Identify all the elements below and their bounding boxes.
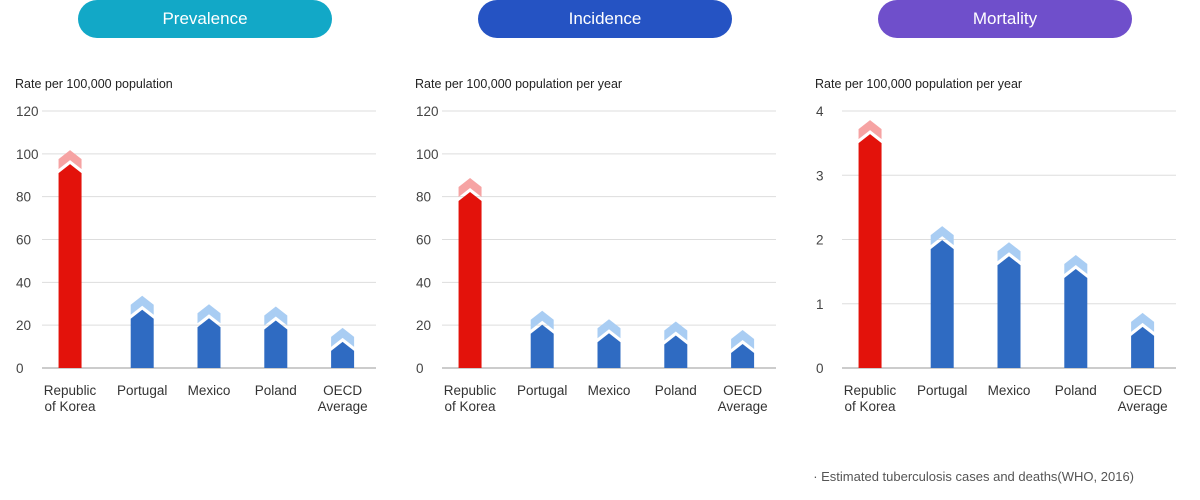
bar-republic-of-korea (458, 177, 482, 368)
x-category-label: of Korea (45, 399, 97, 414)
x-category-label: Average (1118, 399, 1168, 414)
mortality-unit-label: Rate per 100,000 population per year (815, 77, 1023, 91)
bar-oecd-average (731, 330, 755, 368)
bar-portugal (530, 310, 554, 368)
y-tick-label: 100 (416, 147, 439, 162)
x-category-label: OECD (323, 383, 362, 398)
y-tick-label: 40 (416, 275, 431, 290)
y-tick-label: 120 (416, 104, 439, 119)
x-category-label: Average (718, 399, 768, 414)
y-tick-label: 100 (16, 147, 39, 162)
y-tick-label: 20 (16, 318, 31, 333)
bar-poland (264, 306, 288, 368)
bar-cap (264, 306, 288, 326)
x-category-label: Republic (844, 383, 897, 398)
y-tick-label: 2 (816, 233, 824, 248)
bar-cap (858, 120, 882, 140)
y-tick-label: 60 (416, 233, 431, 248)
bar-body (731, 344, 755, 368)
bar-mexico (597, 319, 621, 368)
bar-body (997, 256, 1021, 368)
mortality-panel: Mortality Rate per 100,000 population pe… (800, 0, 1200, 440)
x-category-label: of Korea (845, 399, 897, 414)
bar-body (597, 333, 621, 368)
x-category-label: Poland (655, 383, 697, 398)
mortality-title-pill: Mortality (878, 0, 1132, 38)
bar-cap (731, 330, 755, 350)
bar-body (264, 320, 288, 368)
y-tick-label: 4 (816, 104, 824, 119)
bar-body (1131, 326, 1155, 368)
x-category-label: Portugal (917, 383, 967, 398)
bar-cap (997, 242, 1021, 262)
bar-oecd-average (331, 327, 355, 368)
y-tick-label: 3 (816, 168, 824, 183)
y-tick-label: 0 (16, 361, 24, 376)
x-category-label: of Korea (445, 399, 497, 414)
y-tick-label: 40 (16, 275, 31, 290)
x-category-label: OECD (1123, 383, 1162, 398)
bar-cap (458, 177, 482, 197)
bar-body (458, 191, 482, 368)
prevalence-unit-label: Rate per 100,000 population (15, 77, 173, 91)
bar-portugal (130, 295, 154, 368)
bar-cap (58, 150, 82, 170)
x-category-label: Poland (1055, 383, 1097, 398)
bar-cap (1131, 312, 1155, 332)
bar-body (197, 318, 221, 368)
bar-republic-of-korea (858, 120, 882, 368)
y-tick-label: 120 (16, 104, 39, 119)
bar-body (1064, 269, 1088, 368)
bar-mexico (197, 304, 221, 368)
y-tick-label: 60 (16, 233, 31, 248)
bar-body (930, 240, 954, 368)
x-category-label: Portugal (117, 383, 167, 398)
bar-republic-of-korea (58, 150, 82, 368)
bar-body (130, 309, 154, 368)
incidence-title-pill: Incidence (478, 0, 732, 38)
x-category-label: Average (318, 399, 368, 414)
x-category-label: OECD (723, 383, 762, 398)
x-category-label: Republic (444, 383, 497, 398)
bar-cap (331, 327, 355, 347)
bar-cap (130, 295, 154, 315)
incidence-unit-label: Rate per 100,000 population per year (415, 77, 623, 91)
bar-body (58, 164, 82, 368)
x-category-label: Mexico (588, 383, 631, 398)
x-category-label: Mexico (988, 383, 1031, 398)
bar-body (664, 335, 688, 368)
y-tick-label: 20 (416, 318, 431, 333)
bar-body (530, 324, 554, 368)
bar-poland (664, 321, 688, 368)
bar-cap (597, 319, 621, 339)
x-category-label: Republic (44, 383, 97, 398)
prevalence-panel: Prevalence Rate per 100,000 population 0… (0, 0, 400, 440)
y-tick-label: 80 (16, 190, 31, 205)
x-category-label: Portugal (517, 383, 567, 398)
bar-cap (1064, 255, 1088, 275)
y-tick-label: 1 (816, 297, 824, 312)
bar-cap (530, 310, 554, 330)
y-tick-label: 0 (816, 361, 824, 376)
bar-cap (197, 304, 221, 324)
bar-cap (930, 226, 954, 246)
source-footnote: · Estimated tuberculosis cases and death… (813, 469, 1134, 484)
x-category-label: Mexico (188, 383, 231, 398)
bar-portugal (930, 226, 954, 368)
bar-poland (1064, 255, 1088, 368)
y-tick-label: 0 (416, 361, 424, 376)
prevalence-title-pill: Prevalence (78, 0, 332, 38)
bar-oecd-average (1131, 312, 1155, 368)
y-tick-label: 80 (416, 190, 431, 205)
bar-cap (664, 321, 688, 341)
incidence-panel: Incidence Rate per 100,000 population pe… (400, 0, 800, 440)
bar-body (858, 134, 882, 368)
bar-mexico (997, 242, 1021, 368)
bar-body (331, 341, 355, 368)
x-category-label: Poland (255, 383, 297, 398)
